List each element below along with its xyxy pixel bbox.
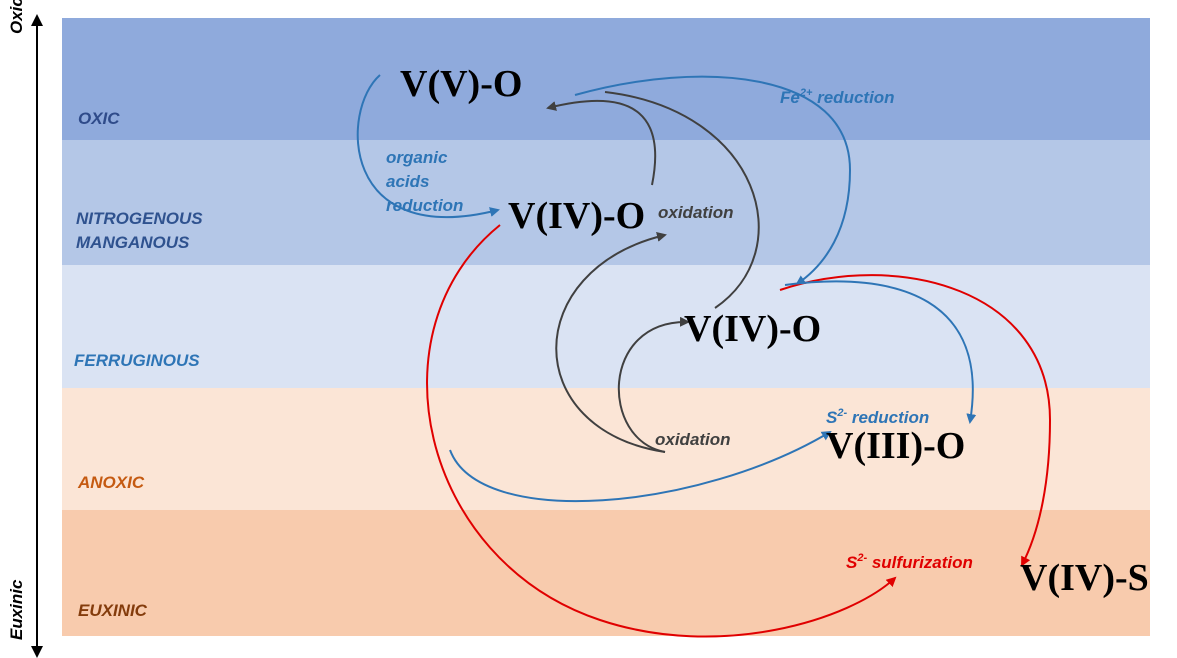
arrow (604, 91, 760, 309)
zone-band (62, 388, 1150, 510)
arrow (449, 430, 832, 503)
arrow (555, 232, 667, 453)
process-label: S2- reduction (826, 407, 929, 427)
species-label: V(III)-O (826, 425, 965, 467)
process-label: reduction (386, 196, 463, 215)
zone-band (62, 18, 1150, 140)
arrow (546, 99, 657, 186)
species-label: V(IV)-O (684, 308, 821, 350)
zone-band (62, 265, 1150, 388)
zone-label: FERRUGINOUS (74, 351, 200, 370)
arrow (617, 316, 690, 453)
arrow (426, 224, 897, 638)
axis-top-label: Oxic (7, 0, 26, 34)
species-label: V(IV)-S (1020, 557, 1149, 599)
axis-bottom-label: Euxinic (7, 579, 26, 640)
process-label: S2- sulfurization (846, 552, 973, 572)
process-label: Fe2+ reduction (780, 87, 895, 107)
arrows (356, 74, 1052, 638)
species-label: V(V)-O (400, 63, 522, 105)
process-label: organic (386, 148, 448, 167)
process-label: acids (386, 172, 429, 191)
zone-band (62, 510, 1150, 636)
zone-label: EUXINIC (78, 601, 148, 620)
zone-label: MANGANOUS (76, 233, 190, 252)
zone-label: NITROGENOUS (76, 209, 203, 228)
zone-band (62, 140, 1150, 265)
process-label: oxidation (655, 430, 731, 449)
arrow (356, 74, 500, 218)
zone-label: OXIC (78, 109, 120, 128)
arrow (784, 280, 977, 424)
process-label: oxidation (658, 203, 734, 222)
zones (62, 18, 1150, 636)
arrow (574, 75, 852, 286)
species-label: V(IV)-O (508, 195, 645, 237)
zone-label: ANOXIC (77, 473, 145, 492)
arrow (779, 274, 1052, 567)
